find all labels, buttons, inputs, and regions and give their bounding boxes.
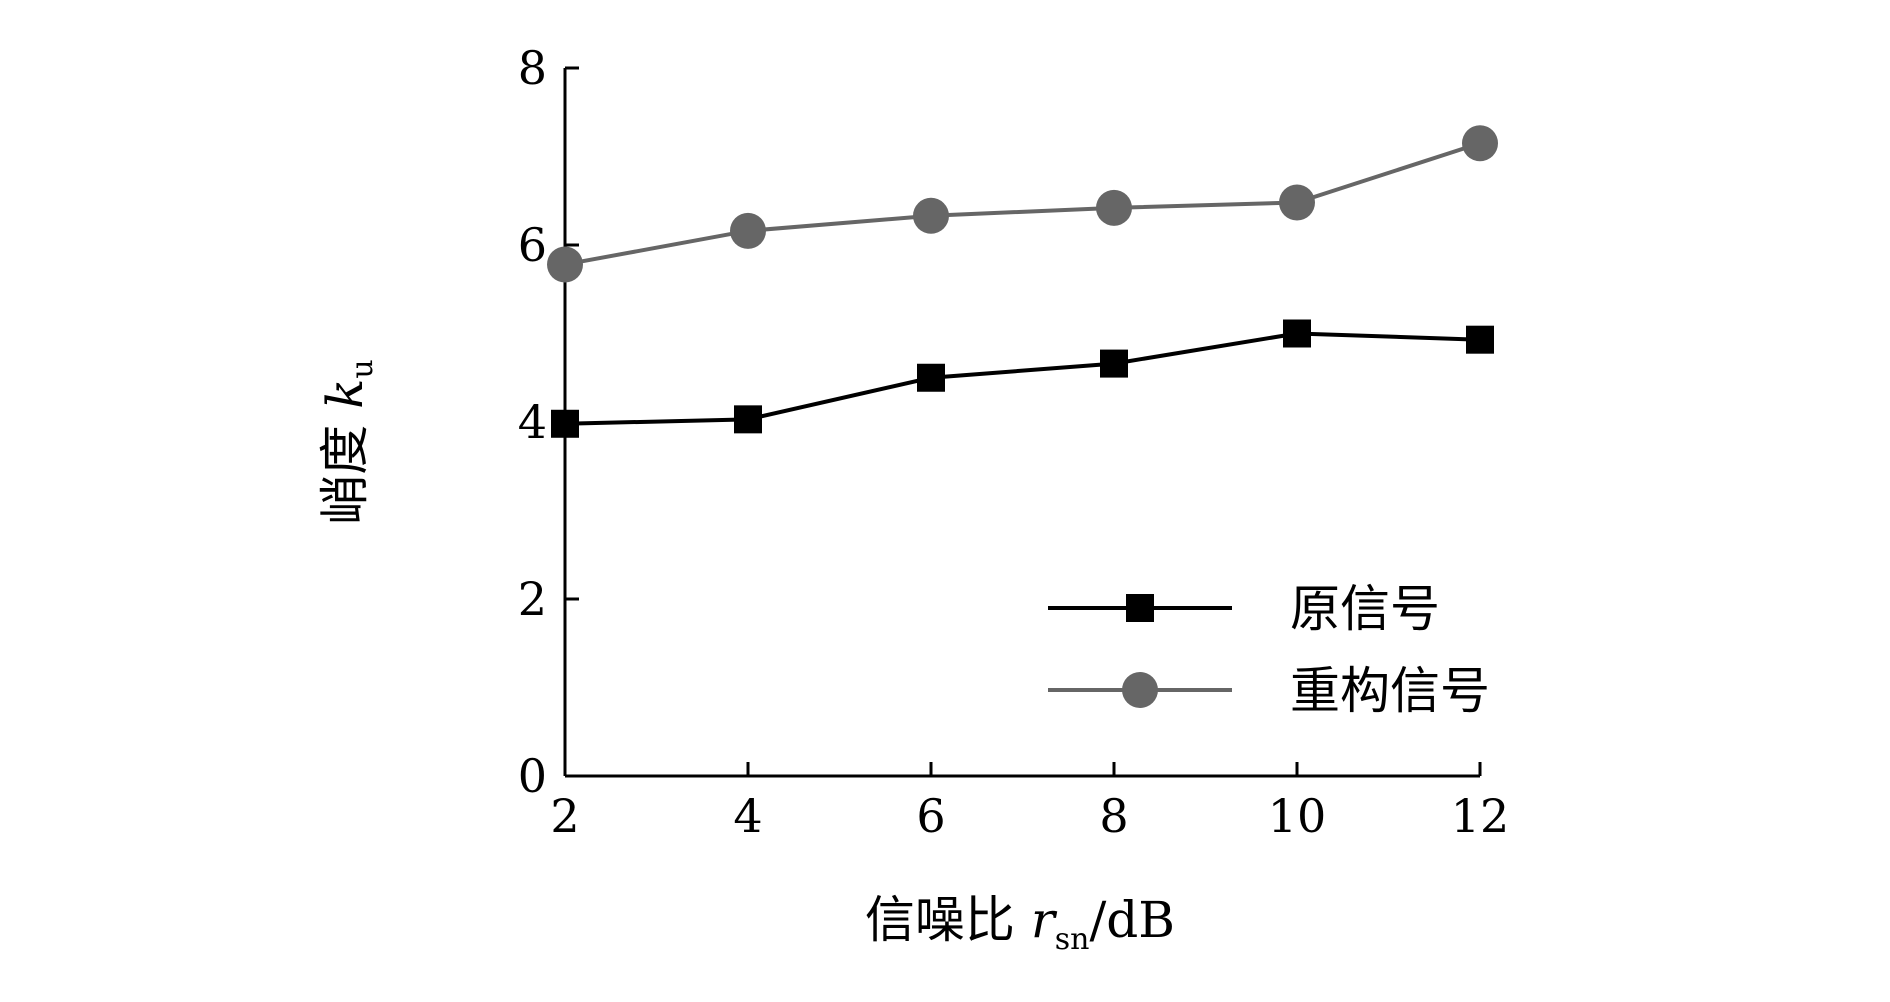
- x-axis-label-var: r: [1031, 891, 1058, 949]
- x-tick-label: 10: [1268, 789, 1327, 843]
- y-tick-label: 6: [518, 218, 547, 272]
- series-line: [564, 331, 1481, 426]
- y-tick-label: 2: [518, 572, 547, 626]
- x-tick-label: 12: [1451, 789, 1510, 843]
- x-axis-label-unit: /dB: [1089, 891, 1175, 949]
- data-point: [1096, 189, 1132, 226]
- data-point: [547, 246, 583, 283]
- x-axis-label: 信噪比 rsn/dB: [865, 891, 1175, 957]
- y-axis-label: 峭度 ku: [316, 359, 380, 525]
- y-tick-label: 8: [518, 41, 547, 95]
- legend-item: 原信号: [1048, 580, 1440, 638]
- data-point: [551, 409, 579, 438]
- x-axis-label-sub: sn: [1055, 922, 1090, 957]
- series-layer: [547, 125, 1498, 438]
- y-ticks: 0 2 4 6 8: [518, 41, 579, 803]
- x-ticks: 2 4 6 8 10 12: [550, 762, 1509, 843]
- series-line: [564, 141, 1481, 267]
- data-point: [1462, 125, 1498, 162]
- x-tick-label: 8: [1099, 789, 1128, 843]
- data-point: [730, 212, 766, 249]
- data-point: [1466, 325, 1494, 354]
- legend-label: 重构信号: [1290, 662, 1490, 720]
- data-point: [1279, 184, 1315, 221]
- legend-label: 原信号: [1290, 580, 1440, 638]
- data-point: [913, 197, 949, 234]
- series-0: [551, 319, 1494, 438]
- legend-marker: [1126, 594, 1154, 622]
- data-point: [1283, 319, 1311, 348]
- legend-item: 重构信号: [1048, 662, 1490, 720]
- data-point: [734, 405, 762, 434]
- y-tick-label: 0: [518, 749, 547, 803]
- x-tick-label: 4: [733, 789, 762, 843]
- data-point: [1100, 349, 1128, 378]
- y-axis-label-text: 峭度: [316, 409, 374, 525]
- legend-marker: [1122, 672, 1158, 708]
- series-1: [547, 125, 1498, 283]
- y-tick-label: 4: [518, 395, 547, 449]
- data-point: [917, 363, 945, 392]
- x-axis-label-text: 信噪比: [865, 891, 1031, 949]
- y-axis-label-var: k: [316, 379, 374, 409]
- y-axis-label-sub: u: [345, 359, 380, 378]
- x-tick-label: 2: [550, 789, 579, 843]
- x-tick-label: 6: [916, 789, 945, 843]
